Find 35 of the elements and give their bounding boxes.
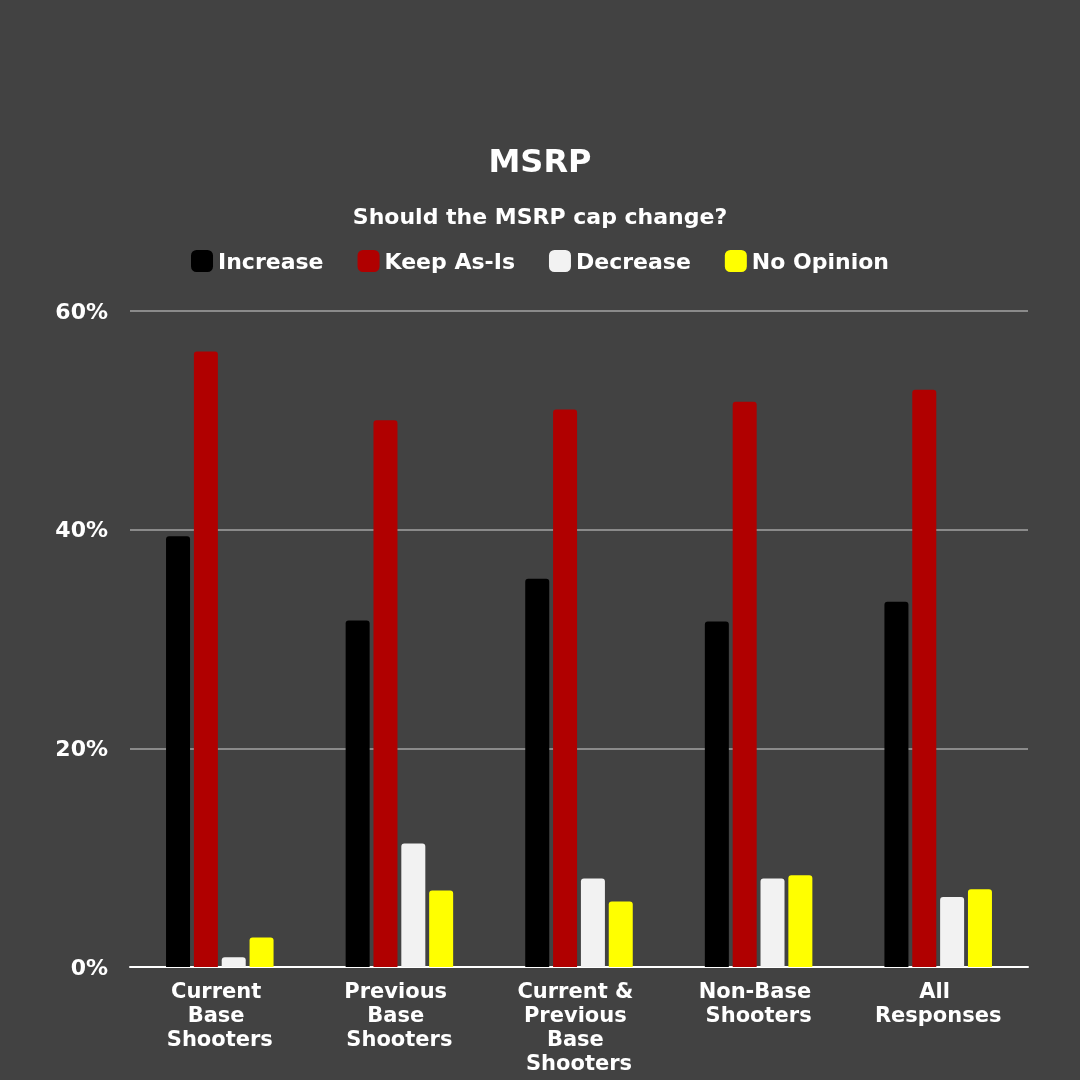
bar bbox=[553, 409, 578, 967]
bar bbox=[912, 389, 937, 967]
legend-label: Decrease bbox=[575, 248, 691, 274]
x-tick-label: Non-Base Shooters bbox=[698, 979, 819, 1027]
bar bbox=[221, 957, 246, 967]
x-tick-label: Current & Previous Base Shooters bbox=[517, 979, 641, 1075]
x-tick-label: Current Base Shooters bbox=[166, 979, 273, 1051]
legend-label: No Opinion bbox=[751, 248, 889, 274]
bar bbox=[580, 878, 605, 967]
bar bbox=[166, 536, 191, 967]
legend-label: Keep As-Is bbox=[384, 248, 515, 274]
bar bbox=[884, 601, 909, 967]
bar bbox=[608, 901, 633, 967]
y-tick-label: 20% bbox=[55, 735, 108, 761]
bar bbox=[401, 843, 426, 967]
y-tick-label: 40% bbox=[55, 517, 108, 543]
legend-label: Increase bbox=[218, 248, 324, 274]
bar bbox=[429, 890, 454, 967]
bar bbox=[373, 420, 398, 967]
bar bbox=[525, 578, 550, 967]
chart-subtitle: Should the MSRP cap change? bbox=[352, 203, 728, 229]
x-tick-label: All Responses bbox=[874, 979, 1002, 1027]
bar bbox=[345, 620, 370, 967]
bar bbox=[193, 351, 218, 967]
bar bbox=[732, 401, 757, 967]
y-tick-label: 60% bbox=[55, 298, 108, 324]
chart-title: MSRP bbox=[488, 142, 592, 180]
y-tick-label: 0% bbox=[70, 954, 108, 980]
bar bbox=[760, 878, 785, 967]
bar bbox=[249, 937, 274, 967]
bar bbox=[704, 621, 729, 967]
bar bbox=[788, 875, 813, 967]
bar bbox=[940, 897, 965, 967]
bar bbox=[967, 889, 992, 967]
x-tick-label: Previous Base Shooters bbox=[344, 979, 455, 1051]
